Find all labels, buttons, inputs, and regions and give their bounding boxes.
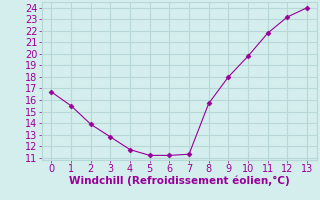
X-axis label: Windchill (Refroidissement éolien,°C): Windchill (Refroidissement éolien,°C) xyxy=(69,176,290,186)
